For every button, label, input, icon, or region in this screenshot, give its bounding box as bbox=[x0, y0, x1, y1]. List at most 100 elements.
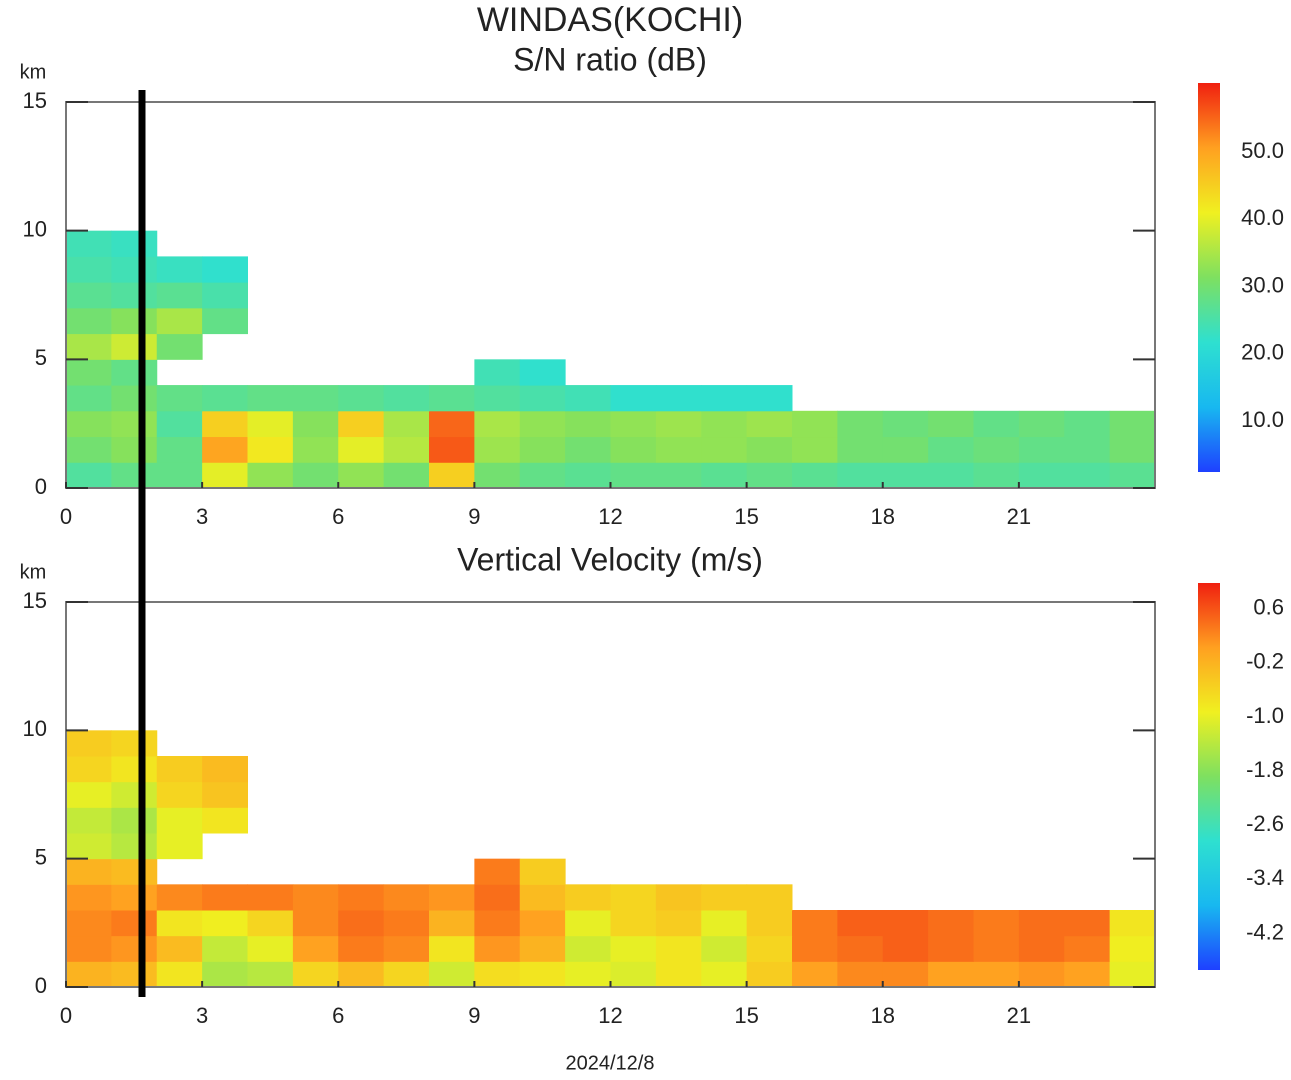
panel-title: Vertical Velocity (m/s) bbox=[457, 541, 763, 577]
heat-cell bbox=[565, 910, 611, 937]
heat-cell bbox=[202, 935, 248, 962]
heat-cell bbox=[66, 961, 112, 988]
heat-cell bbox=[474, 961, 521, 988]
heat-cell bbox=[156, 884, 203, 911]
heat-cell bbox=[156, 910, 203, 937]
heat-cell bbox=[1109, 436, 1156, 463]
x-tick-label: 21 bbox=[1007, 504, 1031, 529]
heat-cell bbox=[655, 410, 702, 438]
heat-cell bbox=[66, 756, 112, 783]
chart-title: WINDAS(KOCHI) bbox=[477, 1, 743, 39]
colorbar bbox=[1198, 83, 1220, 472]
heat-cell bbox=[156, 385, 203, 412]
heat-cell bbox=[837, 910, 884, 937]
x-tick-label: 15 bbox=[734, 1003, 758, 1028]
heat-cell bbox=[156, 333, 203, 360]
heat-cell bbox=[202, 410, 248, 438]
heat-cell bbox=[519, 910, 566, 937]
heat-cell bbox=[383, 436, 430, 463]
heat-cell bbox=[701, 410, 748, 438]
heat-cell bbox=[156, 256, 203, 283]
heat-cell bbox=[247, 935, 294, 962]
heat-cell bbox=[156, 282, 203, 309]
heat-cell bbox=[1064, 935, 1111, 962]
heat-cell bbox=[247, 436, 294, 463]
heat-cell bbox=[519, 935, 566, 962]
colorbar-tick-label: 0.6 bbox=[1253, 595, 1284, 620]
colorbar-tick-label: 20.0 bbox=[1241, 340, 1284, 365]
heat-cell bbox=[156, 307, 203, 335]
heat-cell bbox=[338, 410, 385, 438]
heat-cell bbox=[474, 884, 521, 911]
x-tick-label: 6 bbox=[332, 504, 344, 529]
heat-cell bbox=[746, 462, 793, 489]
heat-cell bbox=[474, 385, 521, 412]
heat-cell bbox=[338, 884, 385, 911]
heat-cell bbox=[837, 436, 884, 463]
heat-cell bbox=[928, 410, 974, 438]
heat-cell bbox=[429, 436, 475, 463]
heat-cell bbox=[519, 359, 566, 386]
heat-cell bbox=[383, 961, 430, 988]
heat-cell bbox=[111, 781, 158, 808]
heat-cell bbox=[610, 935, 657, 962]
heat-cell bbox=[837, 462, 884, 489]
heat-cell bbox=[1018, 910, 1065, 937]
heat-cell bbox=[610, 910, 657, 937]
x-tick-label: 12 bbox=[598, 1003, 622, 1028]
heat-cell bbox=[292, 410, 339, 438]
heat-cell bbox=[701, 385, 748, 412]
heat-cell bbox=[792, 436, 838, 463]
heat-cell bbox=[292, 436, 339, 463]
y-tick-label: 0 bbox=[35, 474, 47, 499]
heat-cell bbox=[1018, 935, 1065, 962]
heat-cell bbox=[429, 410, 475, 438]
heat-cell bbox=[474, 359, 521, 386]
x-tick-label: 12 bbox=[598, 504, 622, 529]
heat-cell bbox=[292, 935, 339, 962]
heat-cell bbox=[66, 333, 112, 360]
heat-cell bbox=[111, 333, 158, 360]
heat-cell bbox=[882, 935, 929, 962]
heat-cell bbox=[66, 230, 112, 257]
colorbar bbox=[1198, 583, 1220, 970]
heat-cell bbox=[66, 359, 112, 386]
colorbar-tick-label: 30.0 bbox=[1241, 272, 1284, 297]
heat-cell bbox=[429, 884, 475, 911]
heat-cell bbox=[202, 884, 248, 911]
heat-cell bbox=[111, 910, 158, 937]
heat-cell bbox=[383, 462, 430, 489]
heat-cell bbox=[1018, 961, 1065, 988]
heat-cell bbox=[882, 910, 929, 937]
heat-cell bbox=[474, 935, 521, 962]
heat-cell bbox=[519, 858, 566, 885]
heat-cell bbox=[338, 462, 385, 489]
heat-cell bbox=[66, 781, 112, 808]
y-tick-label: 0 bbox=[35, 973, 47, 998]
y-tick-label: 10 bbox=[23, 716, 47, 741]
colorbar-tick-label: -0.2 bbox=[1246, 649, 1284, 674]
heat-cell bbox=[66, 884, 112, 911]
x-tick-label: 0 bbox=[60, 1003, 72, 1028]
heat-cell bbox=[610, 884, 657, 911]
heat-cell bbox=[429, 910, 475, 937]
y-tick-label: 10 bbox=[23, 216, 47, 241]
heat-cell bbox=[66, 256, 112, 283]
heat-cell bbox=[655, 385, 702, 412]
heat-cell bbox=[247, 884, 294, 911]
heat-cell bbox=[247, 910, 294, 937]
colorbar-tick-label: -1.8 bbox=[1246, 757, 1284, 782]
heat-cell bbox=[66, 858, 112, 885]
heat-cell bbox=[610, 961, 657, 988]
heat-cell bbox=[474, 462, 521, 489]
heat-cell bbox=[519, 385, 566, 412]
heat-cell bbox=[928, 961, 974, 988]
x-tick-label: 6 bbox=[332, 1003, 344, 1028]
heat-cell bbox=[338, 961, 385, 988]
heat-cell bbox=[429, 935, 475, 962]
heat-cell bbox=[610, 385, 657, 412]
heat-cell bbox=[474, 436, 521, 463]
heat-cell bbox=[66, 410, 112, 438]
x-tick-label: 21 bbox=[1007, 1003, 1031, 1028]
heat-cell bbox=[429, 961, 475, 988]
